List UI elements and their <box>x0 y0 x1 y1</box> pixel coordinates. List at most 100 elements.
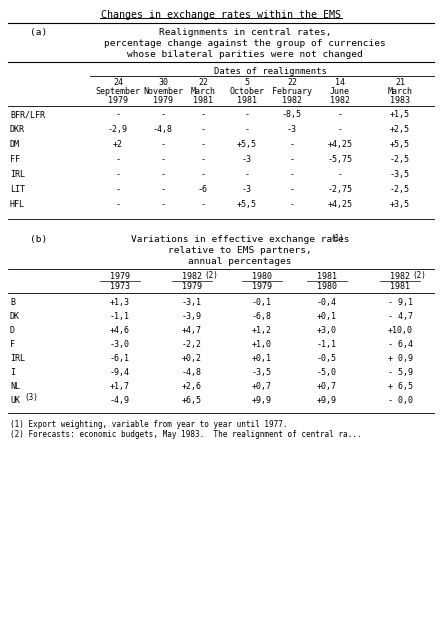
Text: +10,0: +10,0 <box>388 326 412 335</box>
Text: March: March <box>388 87 412 96</box>
Text: 1981: 1981 <box>237 96 257 105</box>
Text: -4,8: -4,8 <box>153 125 173 134</box>
Text: 1982: 1982 <box>330 96 350 105</box>
Text: -: - <box>290 185 294 194</box>
Text: UK: UK <box>10 396 20 405</box>
Text: -: - <box>201 170 206 179</box>
Text: B: B <box>10 298 15 307</box>
Text: +4,7: +4,7 <box>182 326 202 335</box>
Text: 1973: 1973 <box>110 282 130 291</box>
Text: (2): (2) <box>412 271 426 280</box>
Text: -: - <box>201 140 206 149</box>
Text: 22: 22 <box>198 78 208 87</box>
Text: IRL: IRL <box>10 170 25 179</box>
Text: -: - <box>290 170 294 179</box>
Text: -3: -3 <box>242 185 252 194</box>
Text: -3: -3 <box>242 155 252 164</box>
Text: -3,9: -3,9 <box>182 312 202 321</box>
Text: June: June <box>330 87 350 96</box>
Text: -2,9: -2,9 <box>108 125 128 134</box>
Text: +9,9: +9,9 <box>317 396 337 405</box>
Text: -6,8: -6,8 <box>252 312 272 321</box>
Text: -0,4: -0,4 <box>317 298 337 307</box>
Text: -: - <box>290 140 294 149</box>
Text: (1) Export weighting, variable from year to year until 1977.: (1) Export weighting, variable from year… <box>10 420 287 429</box>
Text: -2,5: -2,5 <box>390 185 410 194</box>
Text: -: - <box>160 140 165 149</box>
Text: +5,5: +5,5 <box>390 140 410 149</box>
Text: - 4,7: - 4,7 <box>388 312 412 321</box>
Text: -1,1: -1,1 <box>110 312 130 321</box>
Text: -: - <box>244 110 249 119</box>
Text: relative to EMS partners,: relative to EMS partners, <box>168 246 312 255</box>
Text: -6: -6 <box>198 185 208 194</box>
Text: + 0,9: + 0,9 <box>388 354 412 363</box>
Text: -5,0: -5,0 <box>317 368 337 377</box>
Text: (1): (1) <box>330 234 344 243</box>
Text: -5,75: -5,75 <box>328 155 353 164</box>
Text: -: - <box>115 155 121 164</box>
Text: + 6,5: + 6,5 <box>388 382 412 391</box>
Text: 1983: 1983 <box>390 96 410 105</box>
Text: -2,5: -2,5 <box>390 155 410 164</box>
Text: 14: 14 <box>335 78 345 87</box>
Text: -: - <box>160 200 165 209</box>
Text: 24: 24 <box>113 78 123 87</box>
Text: +0,2: +0,2 <box>182 354 202 363</box>
Text: 1981: 1981 <box>390 282 410 291</box>
Text: BFR/LFR: BFR/LFR <box>10 110 45 119</box>
Text: 1982: 1982 <box>282 96 302 105</box>
Text: -3,1: -3,1 <box>182 298 202 307</box>
Text: -4,9: -4,9 <box>110 396 130 405</box>
Text: -: - <box>338 110 343 119</box>
Text: -: - <box>201 125 206 134</box>
Text: -: - <box>115 200 121 209</box>
Text: -: - <box>201 110 206 119</box>
Text: -2,75: -2,75 <box>328 185 353 194</box>
Text: +6,5: +6,5 <box>182 396 202 405</box>
Text: 1981: 1981 <box>193 96 213 105</box>
Text: - 5,9: - 5,9 <box>388 368 412 377</box>
Text: 1980: 1980 <box>317 282 337 291</box>
Text: -: - <box>160 155 165 164</box>
Text: +5,5: +5,5 <box>237 200 257 209</box>
Text: 1982: 1982 <box>390 272 410 281</box>
Text: -: - <box>244 170 249 179</box>
Text: 22: 22 <box>287 78 297 87</box>
Text: +3,0: +3,0 <box>317 326 337 335</box>
Text: -4,8: -4,8 <box>182 368 202 377</box>
Text: (2) Forecasts: economic budgets, May 1983.  The realignment of central ra...: (2) Forecasts: economic budgets, May 198… <box>10 430 362 439</box>
Text: (a): (a) <box>30 28 47 37</box>
Text: (3): (3) <box>24 393 38 402</box>
Text: +1,2: +1,2 <box>252 326 272 335</box>
Text: whose bilateral parities were not changed: whose bilateral parities were not change… <box>127 50 363 59</box>
Text: March: March <box>191 87 216 96</box>
Text: 1979: 1979 <box>108 96 128 105</box>
Text: 1979: 1979 <box>110 272 130 281</box>
Text: -: - <box>160 185 165 194</box>
Text: -: - <box>290 155 294 164</box>
Text: (2): (2) <box>204 271 218 280</box>
Text: +0,1: +0,1 <box>252 354 272 363</box>
Text: -: - <box>115 110 121 119</box>
Text: 5: 5 <box>244 78 249 87</box>
Text: -3,5: -3,5 <box>390 170 410 179</box>
Text: LIT: LIT <box>10 185 25 194</box>
Text: 1981: 1981 <box>317 272 337 281</box>
Text: 1979: 1979 <box>182 282 202 291</box>
Text: DM: DM <box>10 140 20 149</box>
Text: -9,4: -9,4 <box>110 368 130 377</box>
Text: +4,6: +4,6 <box>110 326 130 335</box>
Text: -: - <box>160 110 165 119</box>
Text: DK: DK <box>10 312 20 321</box>
Text: 1979: 1979 <box>153 96 173 105</box>
Text: I: I <box>10 368 15 377</box>
Text: Changes in exchange rates within the EMS: Changes in exchange rates within the EMS <box>101 10 341 20</box>
Text: -1,1: -1,1 <box>317 340 337 349</box>
Text: -: - <box>115 185 121 194</box>
Text: annual percentages: annual percentages <box>188 257 292 266</box>
Text: -: - <box>244 125 249 134</box>
Text: -3,5: -3,5 <box>252 368 272 377</box>
Text: +0,7: +0,7 <box>252 382 272 391</box>
Text: IRL: IRL <box>10 354 25 363</box>
